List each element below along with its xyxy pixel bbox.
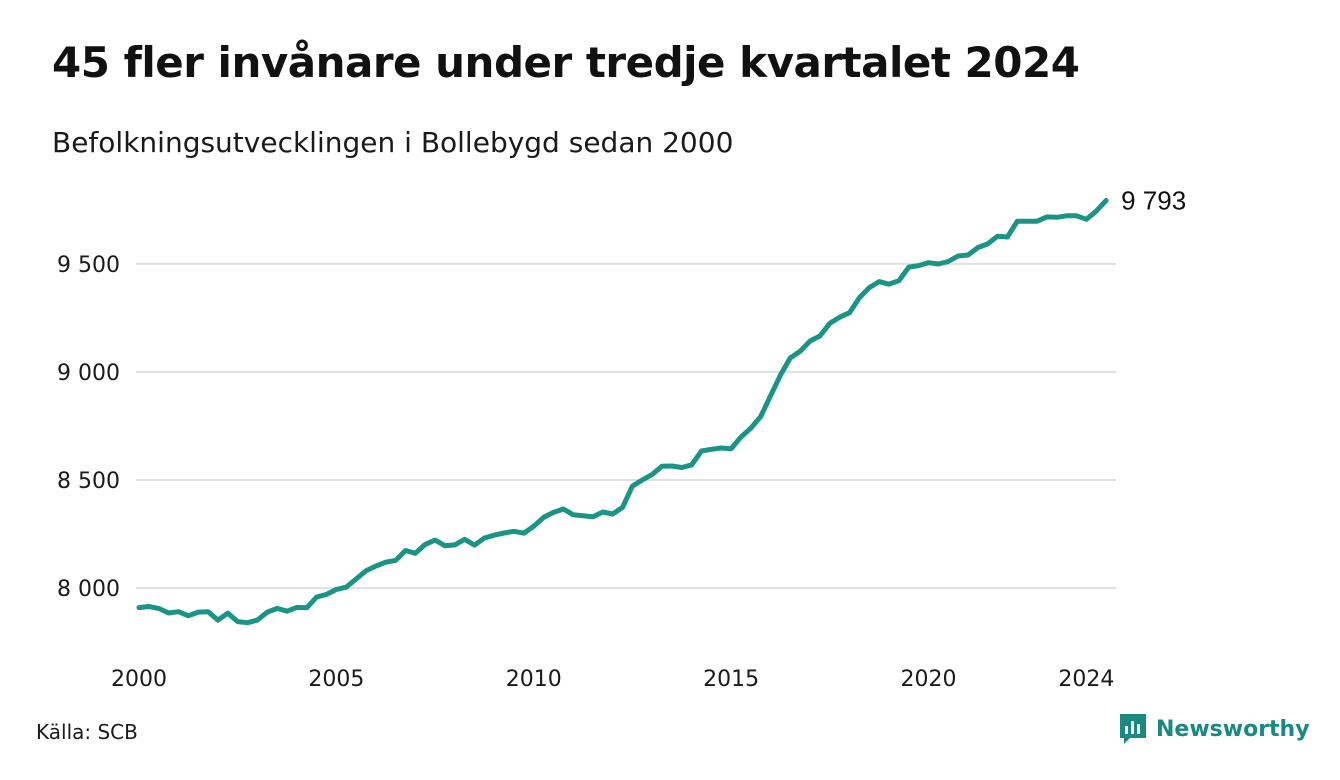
gridlines — [136, 262, 1116, 590]
y-tick-label: 9 500 — [57, 253, 120, 278]
series-layer — [136, 198, 1109, 626]
chart-title: 45 fler invånare under tredje kvartalet … — [52, 38, 1080, 87]
source-credit: Källa: SCB — [36, 720, 138, 744]
x-tick-label: 2024 — [1058, 667, 1114, 692]
y-tick-label: 9 000 — [57, 361, 120, 386]
x-axis-tick-labels: 2000 2005 2010 2015 2020 2024 — [111, 667, 1114, 692]
y-tick-label: 8 000 — [57, 577, 120, 602]
series-line — [136, 198, 1109, 626]
brand-name: Newsworthy — [1156, 716, 1310, 742]
x-tick-label: 2005 — [308, 667, 364, 692]
end-value-label: 9 793 — [1121, 185, 1186, 215]
x-tick-label: 2000 — [111, 667, 167, 692]
chart-subtitle: Befolkningsutvecklingen i Bollebygd seda… — [52, 126, 734, 159]
line-chart: 8 000 8 500 9 000 9 500 2000 2005 2010 2015 202… — [57, 185, 1186, 692]
newsworthy-logo-icon — [1120, 714, 1146, 744]
brand-logo: Newsworthy — [1118, 712, 1310, 746]
y-axis-tick-labels: 8 000 8 500 9 000 9 500 — [57, 253, 120, 602]
x-tick-label: 2020 — [900, 667, 956, 692]
y-tick-label: 8 500 — [57, 469, 120, 494]
x-tick-label: 2010 — [506, 667, 562, 692]
end-label-layer: 9 793 — [1121, 185, 1186, 215]
x-tick-label: 2015 — [703, 667, 759, 692]
